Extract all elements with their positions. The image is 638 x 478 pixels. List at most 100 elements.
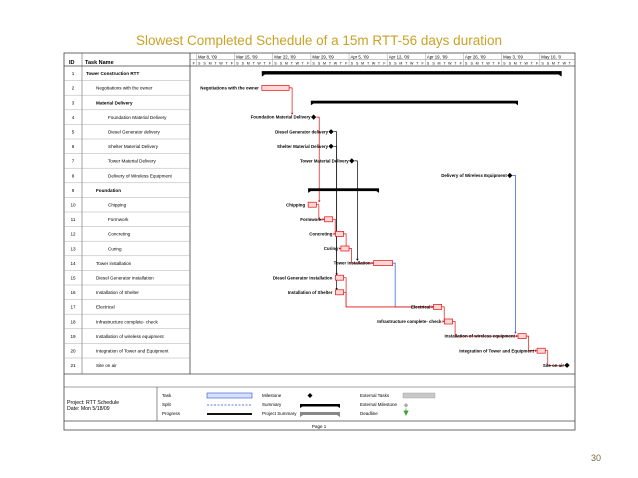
task-bar <box>517 333 527 339</box>
day-letter: T <box>378 62 381 66</box>
day-letter: T <box>225 62 228 66</box>
day-letter: S <box>541 62 544 66</box>
day-letter: W <box>524 62 528 66</box>
day-letter: W <box>448 62 452 66</box>
chart-task-label: Shelter Material Delivery <box>277 144 329 149</box>
dependency-arrow <box>322 218 325 221</box>
task-id: 19 <box>70 334 76 339</box>
task-name: Material Delivery <box>96 100 133 105</box>
dependency-arrow <box>516 334 518 338</box>
day-letter: S <box>356 62 359 66</box>
week-header-label: Mar 22, '09 <box>274 54 296 59</box>
day-letter: S <box>236 62 239 66</box>
task-id: 1 <box>72 71 75 76</box>
task-name: Delivery of Wireless Equipment <box>108 173 173 178</box>
legend-progress-label: Progress <box>162 411 181 416</box>
task-id: 11 <box>71 217 76 222</box>
dependency-link <box>343 291 434 308</box>
task-name: Chipping <box>108 203 127 208</box>
task-name: Diesel Generator installation <box>96 276 154 281</box>
task-id: 6 <box>72 144 75 149</box>
day-letter: M <box>361 62 364 66</box>
task-bar <box>324 216 334 223</box>
day-letter: W <box>257 62 261 66</box>
task-name: Shelter Material Delivery <box>108 144 159 149</box>
task-name: Concreting <box>108 232 131 237</box>
week-header-label: Apr 12, '09 <box>389 54 410 59</box>
day-letter: W <box>486 62 490 66</box>
day-letter: W <box>219 62 223 66</box>
task-id: 10 <box>70 203 76 208</box>
day-letter: T <box>291 62 294 66</box>
day-letter: S <box>547 62 550 66</box>
legend-external-tasks-label: External Tasks <box>360 393 390 398</box>
task-id: 9 <box>72 188 75 193</box>
week-header-label: May 3, '09 <box>503 54 523 59</box>
task-name: Integration of Tower and Equipment <box>96 349 169 354</box>
footer-page: Page 1 <box>312 424 327 429</box>
day-letter: F <box>460 62 463 66</box>
task-name: Curing <box>108 246 122 251</box>
week-header-label: Apr 5, '09 <box>351 54 370 59</box>
day-letter: T <box>558 62 561 66</box>
day-letter: F <box>422 62 425 66</box>
day-letter: F <box>498 62 501 66</box>
task-name: Foundation Material Delivery <box>108 115 167 120</box>
day-letter: S <box>242 62 245 66</box>
chart-task-label: Formwork <box>300 217 322 222</box>
day-letter: W <box>372 62 376 66</box>
dependency-link <box>333 145 338 290</box>
day-letter: M <box>437 62 440 66</box>
dependency-arrow <box>431 305 434 309</box>
chart-task-label: Curing <box>324 246 338 251</box>
task-id: 18 <box>70 319 76 324</box>
task-name: Diesel Generator delivery <box>108 130 161 135</box>
chart-task-label: Foundation Material Delivery <box>251 115 312 120</box>
summary-bar <box>310 100 518 104</box>
task-bar <box>373 260 394 266</box>
legend-external-milestone-swatch <box>403 403 409 408</box>
legend-project-summary-swatch <box>300 412 340 417</box>
day-letter: T <box>263 62 266 66</box>
day-letter: T <box>253 62 256 66</box>
chart-task-label: Installation of Shelter <box>288 290 333 295</box>
milestone-marker <box>328 129 334 135</box>
day-letter: S <box>427 62 430 66</box>
day-letter: F <box>193 62 196 66</box>
dependency-arrow <box>371 261 374 265</box>
chart-task-label: Infrastructure complete- check <box>377 319 442 324</box>
day-letter: T <box>481 62 484 66</box>
day-letter: F <box>536 62 539 66</box>
task-id: 13 <box>70 246 76 251</box>
day-letter: T <box>416 62 419 66</box>
day-letter: W <box>563 62 567 66</box>
dependency-link <box>545 350 568 366</box>
day-letter: W <box>334 62 338 66</box>
day-letter: T <box>443 62 446 66</box>
day-letter: T <box>302 62 305 66</box>
week-header-label: Apr 19, '09 <box>427 54 448 59</box>
dependency-link <box>452 321 518 337</box>
day-letter: S <box>351 62 354 66</box>
dependency-link <box>316 116 320 202</box>
day-letter: T <box>520 62 523 66</box>
day-letter: M <box>247 62 250 66</box>
day-letter: T <box>329 62 332 66</box>
task-name: Installation of Shelter <box>96 290 139 295</box>
day-letter: T <box>531 62 534 66</box>
dependency-arrow <box>335 288 338 290</box>
legend-project-summary-label: Project Summary <box>262 411 297 416</box>
day-letter: S <box>394 62 397 66</box>
task-bar <box>536 347 546 354</box>
task-id: 2 <box>72 86 75 91</box>
task-name: Tower Material Delivery <box>108 159 156 164</box>
task-bar <box>261 85 290 91</box>
task-id: 4 <box>72 115 75 120</box>
header-id: ID <box>69 60 75 66</box>
dependency-arrow <box>317 200 321 203</box>
day-letter: S <box>509 62 512 66</box>
task-bar <box>433 304 443 310</box>
dependency-arrow <box>333 232 336 236</box>
legend-summary-swatch <box>300 404 340 408</box>
legend-task-swatch <box>206 392 253 399</box>
